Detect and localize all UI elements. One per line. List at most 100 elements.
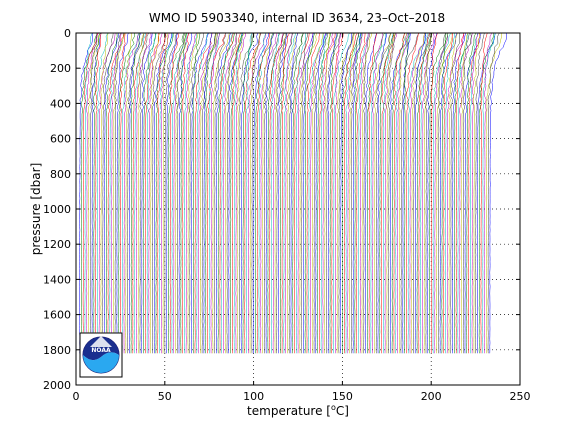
profile-line	[219, 32, 234, 354]
profile-line	[136, 32, 152, 354]
profile-line	[471, 32, 479, 354]
profile-line	[189, 32, 205, 354]
y-tick-label: 400	[50, 97, 71, 110]
profile-line	[143, 32, 156, 354]
x-tick-label: 100	[243, 390, 264, 403]
profile-line	[310, 32, 328, 354]
y-tick-label: 0	[64, 27, 71, 40]
profile-line	[363, 32, 371, 354]
profile-line	[171, 32, 188, 354]
profile-line	[240, 32, 258, 354]
profile-line	[434, 33, 448, 354]
profile-line	[166, 32, 178, 354]
y-tick-label: 1000	[43, 203, 71, 216]
profile-line	[455, 32, 465, 354]
profile-line	[441, 32, 449, 354]
profile-line	[150, 32, 161, 354]
profile-line	[326, 32, 341, 354]
profile-line	[223, 32, 238, 354]
profile-line	[279, 32, 294, 354]
profile-line	[374, 32, 392, 354]
profile-line	[173, 32, 189, 354]
profile-line	[207, 32, 226, 354]
profile-line	[303, 32, 314, 354]
profile-line	[120, 32, 126, 354]
profile-line	[118, 32, 136, 354]
profile-line	[382, 32, 394, 354]
profile-line	[228, 32, 243, 354]
y-tick-label: 2000	[43, 379, 71, 392]
profile-line	[352, 33, 361, 354]
profile-line	[95, 32, 102, 354]
profile-line	[164, 32, 178, 354]
profile-line	[235, 32, 247, 354]
profile-line	[301, 33, 308, 354]
y-tick-label: 1400	[43, 273, 71, 286]
profile-line	[160, 32, 170, 354]
profile-line	[437, 32, 446, 354]
profile-line	[340, 32, 352, 354]
profile-line	[290, 32, 299, 354]
profile-line	[269, 32, 284, 354]
logo-bird	[90, 336, 112, 347]
profile-line	[203, 32, 212, 354]
profile-line	[384, 32, 397, 354]
profile-line	[370, 32, 387, 354]
profile-line	[485, 32, 502, 354]
profile-line	[354, 32, 363, 354]
profile-line	[295, 32, 307, 354]
y-tick-label: 600	[50, 133, 71, 146]
profile-line	[185, 32, 197, 354]
profile-line	[262, 32, 275, 354]
profile-line	[127, 32, 145, 354]
profile-line	[297, 32, 314, 354]
profile-line	[267, 32, 285, 354]
profile-line	[212, 32, 230, 354]
profile-line	[169, 32, 179, 354]
profile-line	[391, 32, 405, 354]
profile-line	[287, 32, 298, 354]
profile-series	[79, 32, 507, 354]
profile-line	[350, 32, 360, 354]
profile-line	[180, 32, 187, 354]
x-axis-label: temperature [oC]	[247, 403, 349, 418]
profile-line	[469, 32, 478, 354]
profile-line	[482, 32, 496, 354]
profile-line	[221, 32, 233, 354]
profile-line	[237, 32, 245, 354]
profile-line	[184, 32, 198, 354]
profile-line	[313, 32, 329, 354]
profile-line	[365, 32, 378, 354]
profile-line	[464, 32, 482, 354]
profile-line	[244, 32, 262, 354]
profile-line	[461, 32, 469, 354]
profile-line	[400, 32, 420, 354]
profile-line	[308, 32, 324, 354]
profile-line	[457, 32, 469, 354]
profile-line	[253, 32, 269, 354]
profile-line	[192, 32, 201, 354]
profile-line	[125, 32, 132, 354]
profile-line	[386, 32, 395, 354]
profile-line	[139, 32, 149, 354]
x-axis-label-text: temperature [	[247, 404, 331, 418]
profile-line	[260, 32, 278, 354]
profile-line	[388, 32, 396, 354]
profile-line	[336, 32, 354, 354]
profile-line	[191, 32, 209, 354]
chart-title: WMO ID 5903340, internal ID 3634, 23–Oct…	[149, 11, 445, 25]
profile-line	[478, 33, 494, 354]
y-tick-label: 1200	[43, 238, 71, 251]
profile-line	[393, 32, 406, 354]
profile-line	[413, 32, 431, 354]
profile-line	[116, 32, 129, 354]
profile-line	[420, 32, 429, 354]
profile-line	[109, 32, 125, 354]
profile-line	[256, 32, 270, 354]
x-tick-label: 150	[332, 390, 353, 403]
profile-line	[200, 32, 217, 354]
profile-line	[477, 32, 496, 354]
y-axis-ticks: 0 200 400 600 800 1000 1200 1400 1600 1800 2000	[43, 27, 520, 392]
profile-line	[114, 32, 121, 354]
